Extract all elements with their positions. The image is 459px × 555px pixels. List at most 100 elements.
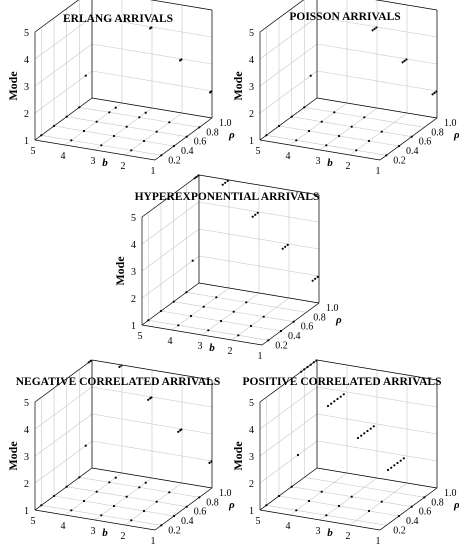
wall-grid-line	[141, 228, 200, 272]
panel-erlang: 5 4 3 2 1 0.20.40.60.81.0 1 2 3 4 5 b ρ Mode ERLANG AR…	[6, 0, 235, 177]
data-point	[65, 485, 68, 488]
data-point	[87, 361, 90, 364]
data-point	[385, 154, 388, 157]
b-tick-label: 5	[138, 331, 143, 342]
data-point	[168, 121, 171, 124]
floor-grid-line	[64, 102, 123, 146]
axis-frame-line	[198, 282, 320, 304]
data-point	[168, 491, 171, 494]
data-point	[307, 129, 311, 133]
b-tick-label: 2	[346, 161, 351, 172]
data-point	[120, 364, 123, 367]
data-point	[315, 359, 318, 362]
wall-grid-line	[91, 70, 213, 92]
wall-grid-line	[198, 255, 320, 277]
rho-tick-label: 0.2	[275, 340, 288, 351]
data-point	[40, 504, 43, 507]
rho-axis-label: ρ	[335, 314, 342, 326]
data-point	[52, 494, 56, 498]
data-point	[265, 504, 268, 507]
data-point	[309, 363, 312, 366]
floor-grid-line	[201, 292, 260, 336]
axis-frame-line	[34, 97, 93, 141]
rho-tick-label: 1.0	[219, 488, 232, 499]
data-point	[84, 74, 87, 77]
wall-grid-line	[34, 16, 93, 60]
data-point	[112, 504, 116, 508]
rho-tick-label: 0.8	[431, 497, 444, 508]
data-point	[325, 514, 328, 517]
data-point	[147, 319, 150, 322]
mode-tick-label: 4	[249, 425, 254, 436]
axis-frame-line	[91, 97, 213, 119]
data-point	[89, 359, 92, 362]
floor-grid-line	[94, 477, 153, 521]
panel-title: ERLANG ARRIVALS	[63, 13, 173, 25]
data-point	[40, 134, 43, 137]
mode-tick-label: 3	[249, 82, 254, 93]
axis-frame-line	[154, 487, 213, 531]
b-tick-label: 1	[376, 166, 381, 177]
mode-tick-label: 4	[131, 240, 136, 251]
mode-tick-label: 2	[24, 109, 29, 120]
data-point	[296, 453, 300, 457]
rho-tick-label: 0.2	[168, 525, 181, 536]
mode-tick-label: 1	[24, 136, 29, 147]
mode-axis-label: Mode	[231, 71, 245, 101]
wall-grid-line	[34, 43, 93, 87]
data-point	[314, 277, 317, 280]
rho-tick-label: 0.8	[206, 127, 219, 138]
data-point	[333, 111, 336, 114]
data-point	[330, 402, 333, 405]
data-point	[52, 124, 56, 128]
data-point	[295, 509, 298, 512]
data-point	[114, 476, 117, 479]
wall-grid-line	[259, 440, 318, 484]
data-point	[78, 106, 81, 109]
rho-tick-label: 0.6	[419, 507, 432, 518]
axis-frame-line	[149, 0, 213, 11]
b-tick-label: 4	[286, 151, 291, 162]
data-point	[326, 404, 330, 408]
data-point	[226, 179, 229, 182]
data-point	[155, 500, 158, 503]
mode-axis-label: Mode	[6, 71, 20, 101]
b-tick-label: 2	[121, 161, 126, 172]
data-point	[350, 125, 353, 128]
panel-title: HYPEREXPONENTIAL ARRIVALS	[135, 191, 320, 203]
data-point	[366, 429, 369, 433]
data-point	[410, 505, 413, 508]
b-axis-label: b	[102, 527, 108, 539]
data-point	[82, 129, 86, 133]
data-point	[386, 468, 390, 472]
data-point	[70, 509, 73, 512]
data-point	[70, 139, 73, 142]
data-point	[65, 115, 68, 118]
axis-frame-line	[141, 174, 200, 218]
data-point	[286, 243, 289, 246]
rho-tick-label: 0.4	[406, 516, 419, 527]
data-point	[185, 505, 188, 508]
data-point	[84, 444, 87, 447]
b-axis-label: b	[327, 527, 333, 539]
data-point	[177, 430, 180, 433]
data-point	[150, 26, 153, 29]
b-tick-label: 2	[121, 531, 126, 542]
data-point	[108, 111, 111, 114]
data-point	[295, 139, 298, 142]
wall-grid-line	[91, 43, 213, 65]
wall-grid-line	[141, 201, 200, 245]
floor-grid-line	[94, 107, 153, 151]
wall-grid-line	[198, 201, 320, 223]
data-point	[130, 519, 133, 522]
data-point	[281, 247, 284, 250]
mode-tick-label: 3	[24, 82, 29, 93]
data-point	[202, 305, 205, 308]
axis-frame-line	[91, 359, 213, 381]
data-point	[277, 124, 281, 128]
data-point	[147, 398, 150, 401]
b-axis-label: b	[102, 157, 108, 169]
data-point	[118, 365, 121, 368]
data-point	[191, 259, 194, 262]
data-point	[309, 74, 312, 77]
